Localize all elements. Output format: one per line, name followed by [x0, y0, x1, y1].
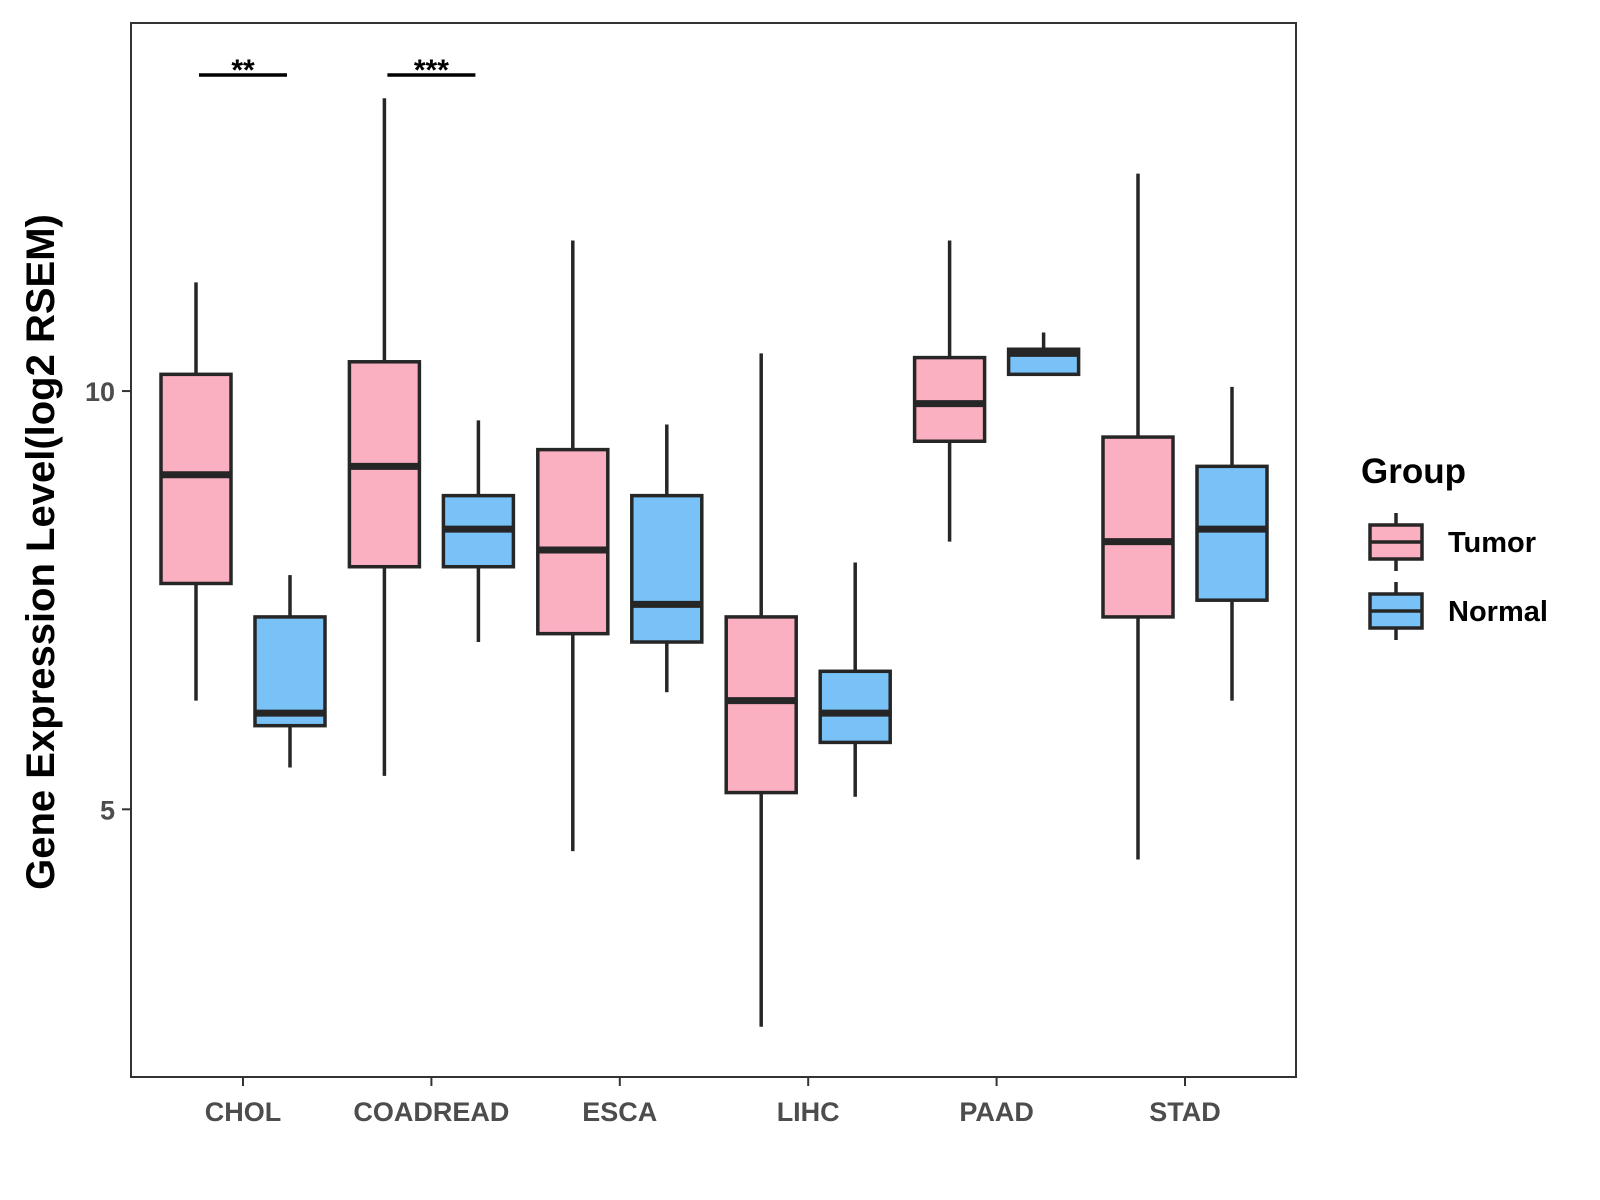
x-tick-label: CHOL [205, 1097, 282, 1127]
box-chol-normal [253, 575, 327, 768]
significance-annotations: ** *** [199, 54, 476, 87]
legend-item-normal: Normal [1368, 582, 1548, 640]
box-esca-tumor [536, 240, 610, 852]
box-body [536, 447, 610, 636]
legend-label: Tumor [1448, 527, 1536, 559]
legend-label: Normal [1448, 596, 1548, 628]
box-body [912, 355, 987, 444]
boxes-layer [159, 98, 1269, 1027]
box-stad-normal [1195, 386, 1269, 701]
significance-coadread: *** [387, 54, 476, 87]
y-axis-title: Gene Expression Level(log2 RSEM) [19, 214, 63, 890]
box-paad-tumor [912, 240, 987, 542]
box-body [724, 615, 798, 795]
axes-layer: 5 10 CHOL COADREAD ESCA LIHC PAAD STAD [85, 377, 1221, 1127]
legend-key [1368, 582, 1424, 640]
x-tick-label: LIHC [777, 1097, 840, 1127]
y-tick-label: 5 [100, 795, 115, 825]
x-tick-label: COADREAD [353, 1097, 509, 1127]
box-lihc-tumor [724, 353, 798, 1027]
box-body [630, 493, 704, 644]
plot-panel-border [130, 22, 1297, 1078]
significance-label: *** [414, 54, 449, 87]
significance-label: ** [231, 54, 255, 87]
x-tick-label: ESCA [582, 1097, 657, 1127]
box-body [1101, 435, 1175, 619]
box-body [253, 615, 327, 728]
legend: Group Tumor Normal [1361, 452, 1548, 640]
box-chol-tumor [159, 282, 233, 701]
legend-title: Group [1361, 452, 1466, 491]
y-tick-label: 10 [85, 377, 115, 407]
x-tick-label: PAAD [959, 1097, 1034, 1127]
box-coadread-tumor [347, 98, 422, 776]
box-body [1195, 464, 1269, 602]
box-esca-normal [630, 424, 704, 693]
box-stad-tumor [1101, 173, 1175, 860]
legend-item-tumor: Tumor [1368, 513, 1536, 571]
significance-chol: ** [199, 54, 287, 87]
x-tick-label: STAD [1149, 1097, 1221, 1127]
box-body [818, 669, 892, 745]
legend-key [1368, 513, 1424, 571]
box-coadread-normal [441, 420, 516, 643]
box-lihc-normal [818, 562, 892, 797]
box-paad-normal [1006, 332, 1081, 377]
box-body [159, 372, 233, 586]
